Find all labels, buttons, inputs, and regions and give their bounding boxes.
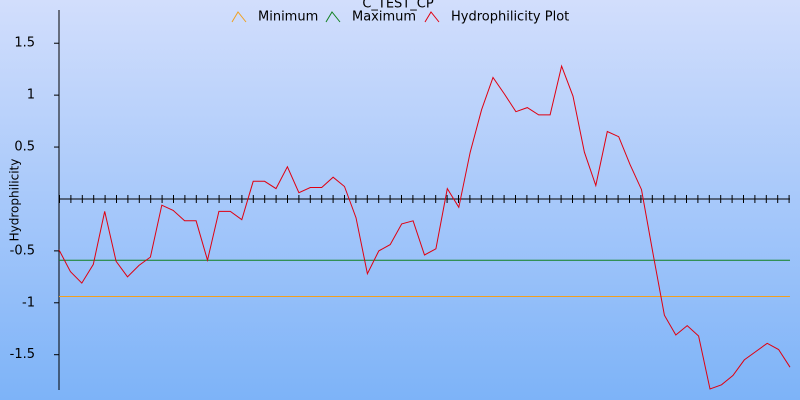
legend-icon — [424, 11, 440, 23]
y-axis-label: Hydrophilicity — [8, 159, 22, 242]
y-tick-label: 1.5 — [14, 36, 35, 51]
y-tick-label: -1 — [22, 295, 35, 310]
y-tick-label: -1.5 — [10, 347, 35, 362]
legend-label: Maximum — [352, 10, 416, 25]
y-tick-label: 0.5 — [14, 140, 35, 155]
legend-icon — [325, 11, 341, 23]
legend-icon — [231, 11, 247, 23]
data-line — [58, 64, 791, 390]
legend-label: Minimum — [258, 10, 318, 25]
y-tick-label: 1 — [27, 88, 35, 103]
y-tick-label: -0.5 — [10, 243, 35, 258]
chart-title: C_TEST_CP — [362, 0, 434, 12]
legend-label: Hydrophilicity Plot — [451, 10, 569, 25]
